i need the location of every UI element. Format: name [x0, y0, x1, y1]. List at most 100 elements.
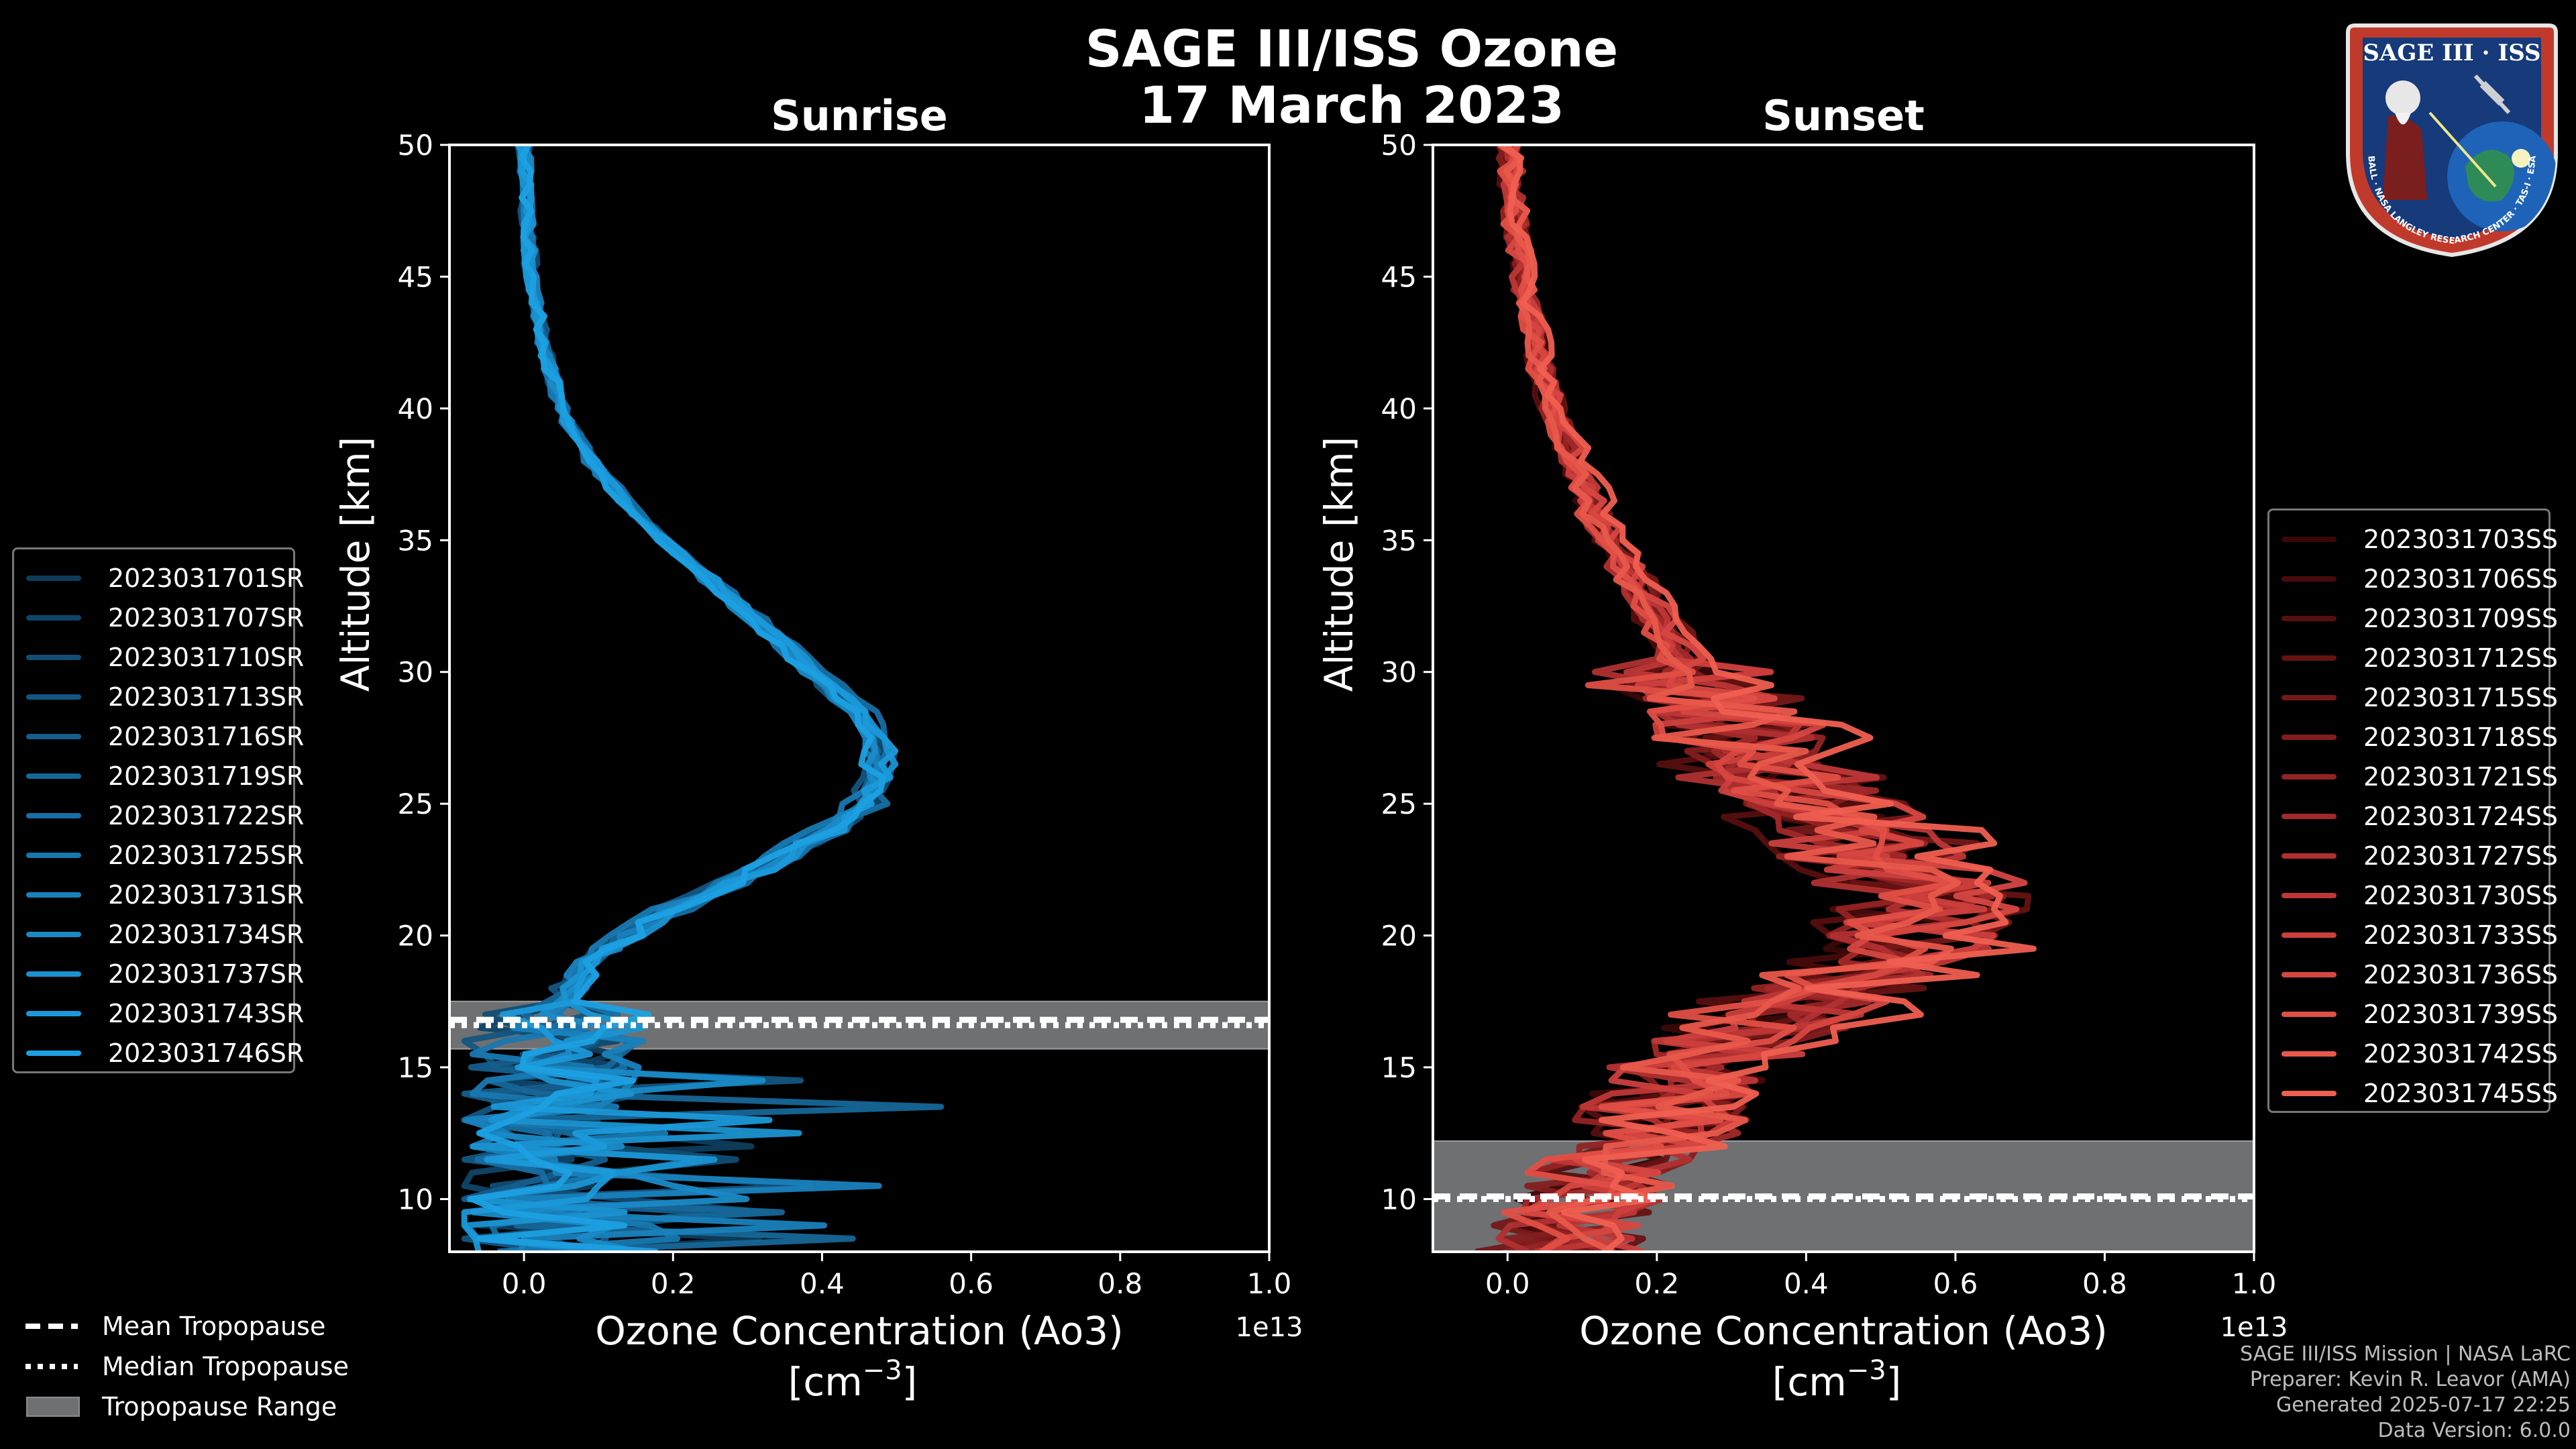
sunset-plot: 0.0 0.2 0.4 0.6 0.8 1.0 10 15 20 25 30 35 40 45 50 1e13… — [1316, 91, 2288, 1405]
legend-entry-2023031733SS: 2023031733SS — [2269, 916, 2558, 955]
legend-swatch — [2282, 616, 2337, 621]
x-axis-unit-close: ] — [1886, 1359, 1902, 1405]
legend-swatch — [26, 773, 81, 779]
legend-swatch — [2282, 655, 2337, 661]
legend-entry-2023031710SR: 2023031710SR — [14, 638, 304, 677]
x-axis-unit-exponent: −3 — [863, 1355, 902, 1386]
legend-entry-2023031716SR: 2023031716SR — [14, 717, 304, 756]
legend-median-label: Median Tropopause — [102, 1352, 349, 1381]
legend-entry-2023031718SS: 2023031718SS — [2269, 718, 2558, 757]
legend-entry-2023031722SR: 2023031722SR — [14, 796, 304, 835]
legend-entry-2023031719SR: 2023031719SR — [14, 757, 304, 796]
legend-swatch — [26, 971, 81, 977]
sunrise-plot: 0.0 0.2 0.4 0.6 0.8 1.0 10 15 20 25 30 35 40 45 50 1e13… — [333, 91, 1303, 1405]
legend-label: 2023031706SS — [2363, 564, 2559, 594]
legend-label: 2023031713SR — [108, 682, 305, 712]
legend-label: 2023031746SR — [108, 1038, 305, 1068]
legend-swatch — [2282, 537, 2337, 542]
legend-swatch — [2282, 893, 2337, 898]
credit-line-3: Generated 2025-07-17 22:25 — [2275, 1393, 2571, 1417]
range-swatch-icon — [26, 1397, 80, 1417]
legend-label: 2023031701SR — [108, 564, 305, 593]
profile-line-2023031746SR — [468, 145, 886, 1252]
y-tick-label: 15 — [1381, 1051, 1417, 1084]
y-tick-label: 30 — [1381, 656, 1417, 689]
legend-label: 2023031722SR — [108, 801, 305, 830]
sunrise-plot-area — [449, 145, 1269, 1252]
y-tick-label: 10 — [1381, 1183, 1417, 1216]
legend-swatch — [2282, 932, 2337, 938]
logo-title: SAGE III · ISS — [2363, 40, 2540, 66]
legend-label: 2023031712SS — [2363, 643, 2559, 673]
y-tick-label: 35 — [398, 524, 433, 557]
legend-label: 2023031731SR — [108, 880, 305, 910]
legend-mean-tropopause: Mean Tropopause — [20, 1307, 325, 1346]
legend-swatch — [26, 655, 81, 660]
legend-label: 2023031743SR — [108, 999, 305, 1028]
legend-entry-2023031730SS: 2023031730SS — [2269, 876, 2558, 915]
x-tick-label: 0.8 — [2082, 1267, 2127, 1300]
y-tick-label: 35 — [1381, 524, 1417, 557]
legend-median-tropopause: Median Tropopause — [20, 1347, 349, 1386]
legend-label: 2023031734SR — [108, 920, 305, 949]
legend-label: 2023031742SS — [2363, 1039, 2559, 1069]
legend-label: 2023031739SS — [2363, 1000, 2559, 1029]
legend-entry-2023031739SS: 2023031739SS — [2269, 995, 2558, 1034]
sage-iii-mission-logo: SAGE III · ISS BALL · NASA LANGLEY RESEA… — [2346, 23, 2558, 258]
x-tick-label: 0.0 — [1485, 1267, 1530, 1300]
credit-line-2: Preparer: Kevin R. Leavor (AMA) — [2249, 1368, 2571, 1391]
legend-swatch — [26, 1051, 81, 1056]
x-tick-label: 0.0 — [502, 1267, 547, 1300]
x-tick-label: 1.0 — [1247, 1267, 1292, 1300]
legend-label: 2023031737SR — [108, 959, 305, 989]
legend-swatch — [2282, 814, 2337, 819]
legend-entry-2023031709SS: 2023031709SS — [2269, 599, 2558, 638]
legend-entry-2023031707SR: 2023031707SR — [14, 598, 304, 637]
legend-label: 2023031727SS — [2363, 841, 2559, 871]
legend-range-label: Tropopause Range — [102, 1392, 337, 1421]
x-axis-offset-label: 1e13 — [1236, 1312, 1303, 1343]
legend-label: 2023031721SS — [2363, 762, 2559, 792]
profile-line-2023031736SS — [1504, 145, 2028, 1252]
legend-entry-2023031731SR: 2023031731SR — [14, 875, 304, 914]
y-axis-label: Altitude [km] — [333, 437, 378, 692]
legend-swatch — [26, 576, 81, 581]
legend-swatch — [2282, 972, 2337, 977]
legend-label: 2023031724SS — [2363, 802, 2559, 831]
legend-swatch — [26, 734, 81, 739]
legend-swatch — [2282, 1051, 2337, 1057]
credit-line-4: Data Version: 6.0.0 — [2377, 1419, 2571, 1442]
legend-swatch — [2282, 576, 2337, 582]
legend-label: 2023031733SS — [2363, 920, 2559, 950]
legend-entry-2023031703SS: 2023031703SS — [2269, 520, 2558, 559]
y-tick-label: 40 — [398, 392, 433, 425]
legend-entry-2023031701SR: 2023031701SR — [14, 559, 304, 598]
legend-label: 2023031707SR — [108, 603, 305, 633]
x-axis-unit-base: [cm — [1772, 1359, 1847, 1405]
x-axis-unit-exponent: −3 — [1847, 1355, 1886, 1386]
x-axis-unit-close: ] — [902, 1359, 918, 1405]
legend-entry-2023031737SR: 2023031737SR — [14, 955, 304, 994]
x-axis-unit-label: [cm−3] — [1772, 1355, 1902, 1405]
legend-label: 2023031719SR — [108, 761, 305, 791]
y-tick-label: 20 — [1381, 920, 1417, 953]
subplot-title: Sunset — [1762, 91, 1925, 140]
x-axis-label: Ozone Concentration (Ao3) — [1579, 1308, 2108, 1354]
legend-label: 2023031710SR — [108, 643, 305, 672]
legend-label: 2023031725SR — [108, 841, 305, 870]
legend-swatch — [2282, 1012, 2337, 1017]
legend-label: 2023031703SS — [2363, 525, 2559, 554]
y-tick-label: 30 — [398, 656, 433, 689]
sunset-plot-area — [1433, 145, 2254, 1252]
legend-entry-2023031727SS: 2023031727SS — [2269, 837, 2558, 875]
tropopause-legend: Mean Tropopause Median Tropopause Tropop… — [20, 1307, 423, 1434]
legend-entry-2023031736SS: 2023031736SS — [2269, 955, 2558, 994]
x-tick-label: 0.4 — [1784, 1267, 1829, 1300]
legend-entry-2023031724SS: 2023031724SS — [2269, 797, 2558, 836]
legend-label: 2023031709SS — [2363, 604, 2559, 633]
legend-entry-2023031706SS: 2023031706SS — [2269, 559, 2558, 598]
legend-entry-2023031725SR: 2023031725SR — [14, 836, 304, 875]
x-tick-label: 0.6 — [1933, 1267, 1978, 1300]
